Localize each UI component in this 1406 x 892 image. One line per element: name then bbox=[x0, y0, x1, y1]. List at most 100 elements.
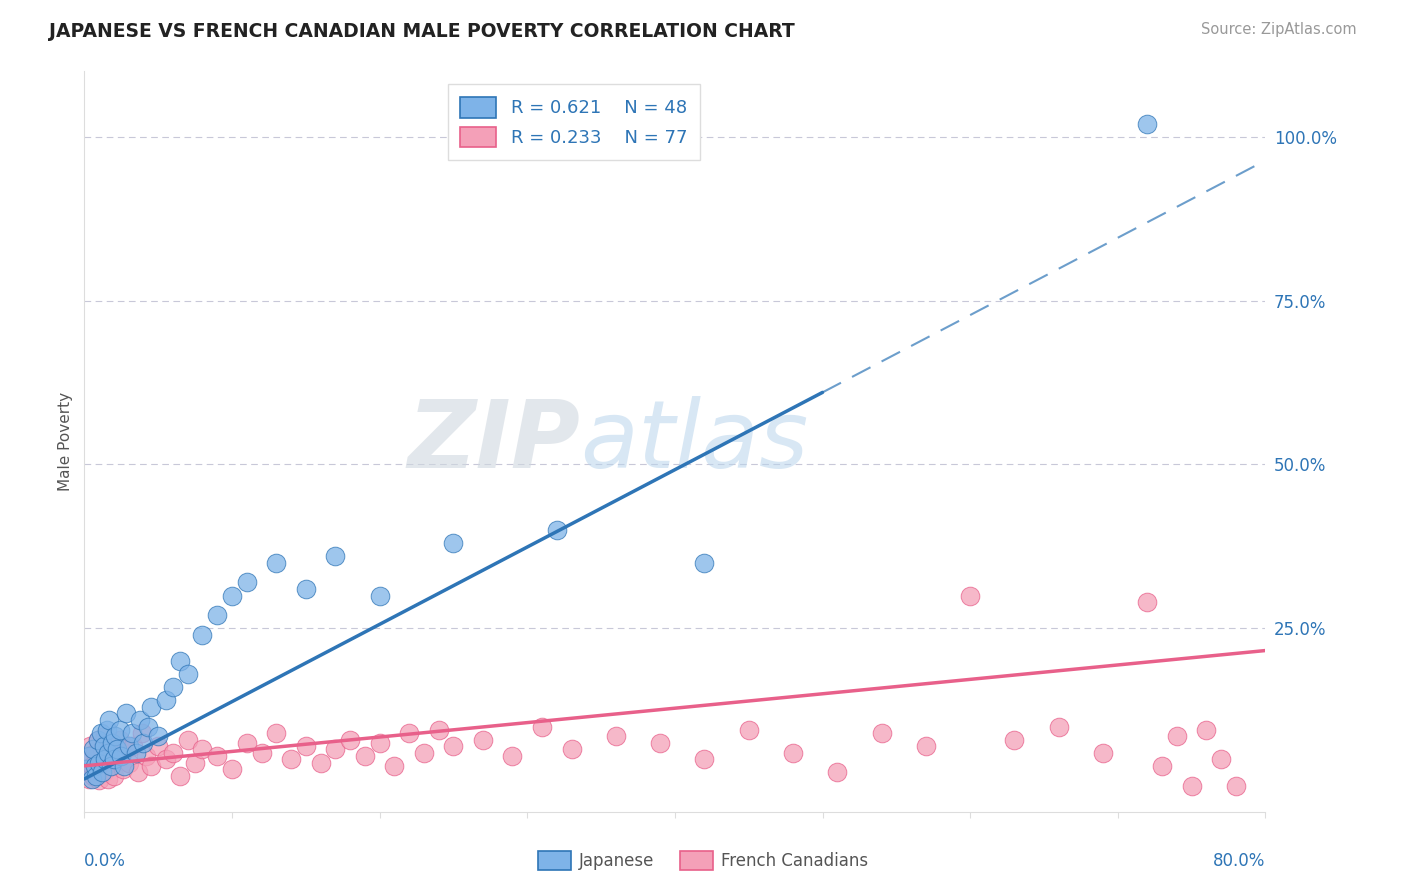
Point bbox=[266, 556, 288, 570]
Point bbox=[96, 752, 118, 766]
Point bbox=[101, 736, 124, 750]
Point bbox=[148, 739, 170, 754]
Point bbox=[111, 762, 134, 776]
Point bbox=[959, 589, 981, 603]
Point bbox=[108, 732, 131, 747]
Y-axis label: Male Poverty: Male Poverty bbox=[58, 392, 73, 491]
Point bbox=[561, 742, 583, 756]
Point bbox=[75, 765, 97, 780]
Point bbox=[1136, 117, 1159, 131]
Point bbox=[177, 667, 200, 681]
Point bbox=[139, 699, 162, 714]
Text: 0.0%: 0.0% bbox=[84, 853, 127, 871]
Text: atlas: atlas bbox=[581, 396, 808, 487]
Point bbox=[236, 575, 259, 590]
Point bbox=[207, 749, 229, 764]
Text: ZIP: ZIP bbox=[408, 395, 581, 488]
Point bbox=[155, 752, 177, 766]
Point bbox=[135, 749, 157, 764]
Point bbox=[295, 739, 318, 754]
Point bbox=[236, 736, 259, 750]
Point bbox=[870, 726, 893, 740]
Point bbox=[472, 732, 495, 747]
Point bbox=[87, 756, 111, 770]
Point bbox=[693, 752, 716, 766]
Point bbox=[103, 769, 125, 783]
Point bbox=[1181, 779, 1204, 793]
Point bbox=[104, 730, 127, 744]
Point bbox=[121, 726, 143, 740]
Point bbox=[90, 756, 112, 770]
Point bbox=[112, 759, 135, 773]
Point bbox=[443, 739, 465, 754]
Point bbox=[531, 720, 554, 734]
Point bbox=[105, 749, 128, 764]
Point bbox=[77, 749, 100, 764]
Point bbox=[132, 736, 155, 750]
Point bbox=[207, 608, 229, 623]
Point bbox=[155, 693, 177, 707]
Point bbox=[221, 589, 243, 603]
Point bbox=[82, 742, 104, 756]
Point bbox=[100, 759, 122, 773]
Point bbox=[84, 769, 107, 783]
Point bbox=[82, 769, 104, 783]
Point bbox=[148, 730, 170, 744]
Point bbox=[1150, 759, 1173, 773]
Point bbox=[339, 732, 361, 747]
Point bbox=[266, 726, 288, 740]
Point bbox=[1047, 720, 1070, 734]
Point bbox=[84, 762, 107, 776]
Point bbox=[605, 730, 627, 744]
Point bbox=[114, 742, 136, 756]
Point bbox=[80, 759, 103, 773]
Point bbox=[131, 726, 153, 740]
Point bbox=[368, 589, 391, 603]
Point bbox=[221, 762, 243, 776]
Text: Source: ZipAtlas.com: Source: ZipAtlas.com bbox=[1201, 22, 1357, 37]
Point bbox=[650, 736, 672, 750]
Point bbox=[191, 628, 214, 642]
Point bbox=[827, 765, 849, 780]
Point bbox=[75, 762, 97, 776]
Point bbox=[114, 706, 136, 721]
Point bbox=[191, 742, 214, 756]
Point bbox=[79, 739, 101, 754]
Point bbox=[127, 765, 149, 780]
Point bbox=[398, 726, 420, 740]
Point bbox=[782, 746, 804, 760]
Point bbox=[118, 756, 141, 770]
Point bbox=[1166, 730, 1188, 744]
Point bbox=[1004, 732, 1026, 747]
Point bbox=[91, 742, 114, 756]
Legend: R = 0.621    N = 48, R = 0.233    N = 77: R = 0.621 N = 48, R = 0.233 N = 77 bbox=[447, 84, 700, 160]
Point bbox=[738, 723, 761, 737]
Text: 80.0%: 80.0% bbox=[1213, 853, 1265, 871]
Point bbox=[177, 732, 200, 747]
Point bbox=[309, 756, 332, 770]
Point bbox=[129, 713, 152, 727]
Point bbox=[1136, 595, 1159, 609]
Point bbox=[94, 730, 117, 744]
Point bbox=[693, 556, 716, 570]
Point bbox=[93, 739, 115, 754]
Point bbox=[125, 746, 148, 760]
Point bbox=[96, 723, 118, 737]
Point bbox=[184, 756, 207, 770]
Point bbox=[427, 723, 450, 737]
Point bbox=[83, 759, 105, 773]
Point bbox=[354, 749, 377, 764]
Point bbox=[122, 739, 145, 754]
Point bbox=[169, 654, 191, 668]
Point bbox=[1092, 746, 1115, 760]
Point bbox=[86, 732, 108, 747]
Point bbox=[100, 759, 122, 773]
Point bbox=[94, 752, 117, 766]
Point bbox=[97, 746, 120, 760]
Point bbox=[86, 732, 108, 747]
Point bbox=[87, 773, 111, 788]
Point bbox=[77, 772, 100, 786]
Point bbox=[915, 739, 938, 754]
Legend: Japanese, French Canadians: Japanese, French Canadians bbox=[531, 844, 875, 877]
Point bbox=[98, 713, 121, 727]
